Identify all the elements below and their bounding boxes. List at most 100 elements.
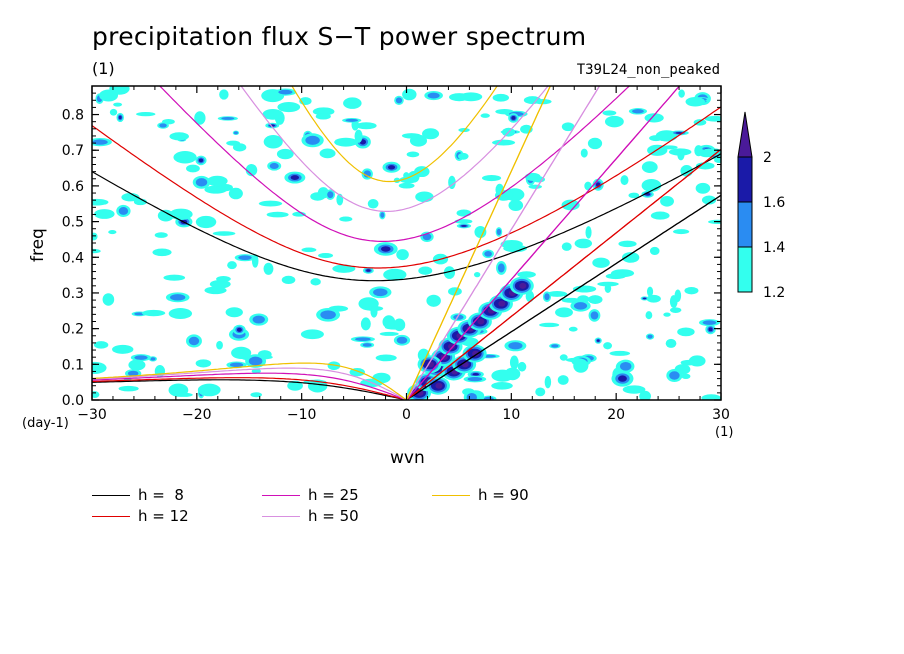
contour-patch [345, 118, 358, 122]
contour-patch [519, 282, 527, 289]
contour-patch [443, 266, 456, 279]
contour-patch [702, 320, 717, 325]
contour-patch [503, 244, 528, 253]
contour-patch [209, 279, 231, 289]
contour-patch [622, 252, 640, 263]
contour-patch [406, 151, 420, 158]
x-tick-label: 20 [607, 407, 625, 423]
contour-patch [472, 372, 479, 376]
x-tick-label: 30 [712, 407, 730, 423]
contour-patch [387, 165, 396, 170]
contour-patch [517, 271, 536, 278]
contour-patch [677, 149, 685, 161]
rossby-curve [92, 379, 407, 400]
contour-patch [561, 242, 572, 251]
y-tick-label: 0.5 [62, 215, 84, 231]
contour-patch [695, 162, 715, 170]
contour-patch [363, 170, 371, 178]
contour-patch [221, 117, 235, 120]
contour-patch [141, 309, 166, 317]
contour-patch [225, 307, 243, 318]
contour-patch [277, 101, 301, 113]
contour-patch [195, 215, 217, 229]
contour-patch [173, 151, 197, 164]
contour-patch [197, 383, 221, 397]
contour-patch [118, 385, 139, 392]
contour-patch [646, 294, 661, 303]
contour-patch [402, 88, 417, 101]
contour-patch [477, 318, 485, 325]
contour-patch [343, 97, 362, 109]
contour-patch [339, 216, 353, 222]
legend-swatch [262, 494, 300, 496]
y-tick-label: 0.0 [62, 393, 84, 409]
contour-patch [409, 134, 428, 147]
contour-patch [300, 329, 324, 340]
y-tick-label: 0.6 [62, 179, 84, 195]
legend-label: h = 12 [138, 507, 189, 525]
contour-patch [427, 92, 440, 99]
contour-patch [366, 269, 371, 272]
contour-patch [678, 89, 685, 98]
contour-patch [603, 342, 613, 350]
contour-patch [266, 211, 289, 218]
inertia-gravity-curve [92, 153, 721, 282]
contour-patch [92, 232, 98, 241]
contour-patch [535, 387, 546, 397]
contour-patch [229, 362, 244, 368]
contour-patch [448, 343, 456, 350]
contour-patch [681, 373, 691, 380]
contour-patch [714, 157, 721, 164]
contour-patch [269, 162, 279, 170]
contour-patch [251, 254, 259, 268]
x-unit: (1) [715, 425, 734, 440]
contour-patch [491, 369, 514, 382]
contour-patch [312, 107, 335, 116]
contour-patch [128, 359, 146, 371]
contour-patch [154, 232, 168, 238]
contour-patch [290, 175, 300, 180]
contour-patch [551, 344, 559, 348]
contour-patch [163, 274, 186, 281]
contour-patch [473, 272, 481, 278]
rossby-curve [92, 367, 407, 400]
contour-patch [649, 135, 663, 142]
contour-patch [109, 108, 118, 116]
contour-patch [195, 359, 212, 368]
contour-patch [121, 192, 140, 202]
x-tick-label: −30 [77, 407, 107, 423]
contour-patch [393, 318, 406, 332]
y-unit: (day-1) [22, 416, 69, 431]
dispersion-curves [92, 86, 721, 400]
colorbar-arrow [737, 111, 753, 158]
contour-patch [618, 375, 627, 382]
contour-patch [448, 287, 462, 296]
legend-label: h = 50 [308, 507, 359, 525]
inertia-gravity-curve [92, 106, 721, 269]
contour-patch [370, 306, 378, 318]
contour-patch [396, 249, 409, 261]
experiment-name: T39L24_non_peaked [576, 62, 720, 78]
contour-patch [416, 389, 424, 396]
contour-patch [628, 192, 640, 199]
contour-patch [188, 336, 200, 346]
contour-patch [704, 115, 721, 122]
contour-patch [557, 375, 569, 385]
contour-patch [262, 108, 284, 120]
legend-label: h = 8 [138, 486, 184, 504]
contour-patch [492, 139, 516, 146]
contour-patch [318, 252, 334, 259]
colorbar-label: 1.6 [763, 195, 785, 211]
contour-patch [573, 302, 588, 310]
contour-patch [216, 275, 231, 282]
contour-patch [561, 199, 580, 211]
contour-patch [415, 191, 434, 203]
contour-patch [539, 322, 560, 328]
contour-patch [482, 175, 502, 182]
contour-patch [153, 251, 171, 256]
contour-patch [383, 268, 407, 281]
contour-patch [597, 281, 619, 287]
contour-patch [248, 356, 263, 366]
contour-patch [474, 225, 487, 238]
contour-patch [157, 209, 174, 222]
